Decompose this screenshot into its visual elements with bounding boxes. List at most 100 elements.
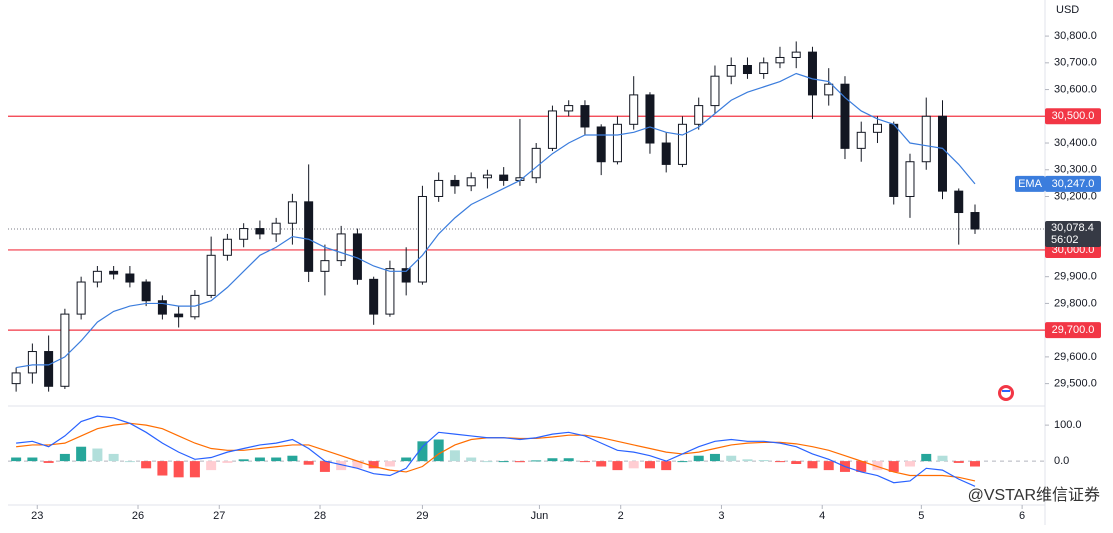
histogram-bar [709, 453, 720, 462]
histogram-bar [612, 461, 623, 471]
candle-body [645, 94, 655, 144]
ema-name-box [1015, 175, 1045, 192]
candle-body [677, 123, 687, 165]
last-price-label: 30,078.4 [1051, 222, 1094, 234]
candle-body [661, 142, 671, 165]
histogram-bar [254, 457, 265, 462]
candle-body [564, 105, 574, 112]
candle-body [320, 260, 330, 272]
candle-body [287, 201, 297, 224]
histogram-bar [124, 461, 135, 463]
candle-body [547, 110, 557, 149]
candle-body [824, 83, 834, 96]
histogram-bar [693, 455, 704, 462]
histogram-bar [449, 450, 460, 462]
y-tick-label: 29,900.0 [1054, 271, 1097, 283]
candle-body [255, 228, 265, 235]
countdown-label: 56:02 [1051, 234, 1079, 246]
candle-body [450, 179, 460, 187]
candle-body [629, 94, 639, 125]
x-tick-label: 6 [1019, 510, 1025, 522]
histogram-bar [807, 461, 818, 469]
histogram-bar [742, 459, 753, 462]
histogram-bar [953, 461, 964, 463]
candle-body [970, 212, 980, 230]
y-tick-label: 100.0 [1054, 419, 1082, 431]
histogram-bar [774, 461, 785, 463]
y-tick-label: 30,400.0 [1054, 137, 1097, 149]
candle-body [856, 131, 866, 149]
histogram-bar [579, 461, 590, 463]
histogram-bar [937, 455, 948, 462]
candle-body [889, 123, 899, 197]
candle-body [141, 281, 151, 302]
level-label: 30,500.0 [1052, 110, 1095, 122]
histogram-bar [27, 457, 38, 462]
histogram-bar [141, 461, 152, 469]
histogram-bar [11, 457, 22, 462]
candle-body [239, 228, 249, 240]
histogram-bar [921, 453, 932, 462]
candle-body [76, 281, 86, 315]
histogram-bar [206, 461, 217, 471]
histogram-bar [758, 460, 769, 462]
histogram-bar [319, 461, 330, 472]
candle-body [109, 270, 119, 275]
y-tick-label: 30,200.0 [1054, 190, 1097, 202]
y-tick-label: 29,600.0 [1054, 351, 1097, 363]
histogram-bar [661, 461, 672, 471]
candle-body [921, 115, 931, 163]
x-tick-label: 2 [618, 510, 624, 522]
histogram-bar [547, 458, 558, 462]
candle-body [417, 195, 427, 283]
histogram-bar [157, 461, 168, 476]
ema-name: EMA [1018, 178, 1043, 190]
candle-body [482, 174, 492, 179]
x-tick-label: 27 [213, 510, 225, 522]
candle-body [336, 233, 346, 262]
histogram-bar [482, 461, 493, 463]
candle-body [710, 75, 720, 107]
histogram-bar [628, 461, 639, 469]
x-tick-label: 29 [416, 510, 428, 522]
y-tick-label: 29,500.0 [1054, 378, 1097, 390]
candle-body [531, 147, 541, 179]
histogram-bar [677, 461, 688, 463]
flag-icon [998, 385, 1014, 401]
macd-line [16, 415, 976, 487]
histogram-bar [287, 455, 298, 462]
candle-body [775, 56, 785, 64]
histogram-bar [271, 457, 282, 462]
histogram-bar [336, 461, 347, 471]
x-tick-label: Jun [531, 510, 549, 522]
candle-body [369, 278, 379, 315]
histogram-bar [43, 461, 54, 463]
candle-body [742, 64, 752, 75]
candle-body [60, 313, 70, 387]
candle-body [401, 268, 411, 283]
candle-body [726, 64, 736, 77]
histogram-bar [76, 446, 87, 462]
y-tick-label: 30,300.0 [1054, 164, 1097, 176]
candle-body [694, 105, 704, 125]
level-label-box [1045, 322, 1101, 339]
histogram-bar [368, 461, 379, 469]
candle-body [580, 105, 590, 128]
candle-body [157, 300, 167, 315]
histogram-bar [433, 439, 444, 462]
histogram-bar [466, 457, 477, 462]
histogram-bar [303, 461, 314, 465]
candle-body [44, 351, 54, 387]
candle-body [271, 222, 281, 235]
histogram-bar [888, 461, 899, 472]
candle-body [206, 254, 216, 296]
candle-body [174, 313, 184, 318]
histogram-bar [904, 461, 915, 467]
candle-body [466, 177, 476, 187]
candle-body [11, 372, 21, 385]
candle-body [499, 174, 509, 181]
histogram-bar [189, 461, 200, 478]
histogram-bar [108, 453, 119, 462]
